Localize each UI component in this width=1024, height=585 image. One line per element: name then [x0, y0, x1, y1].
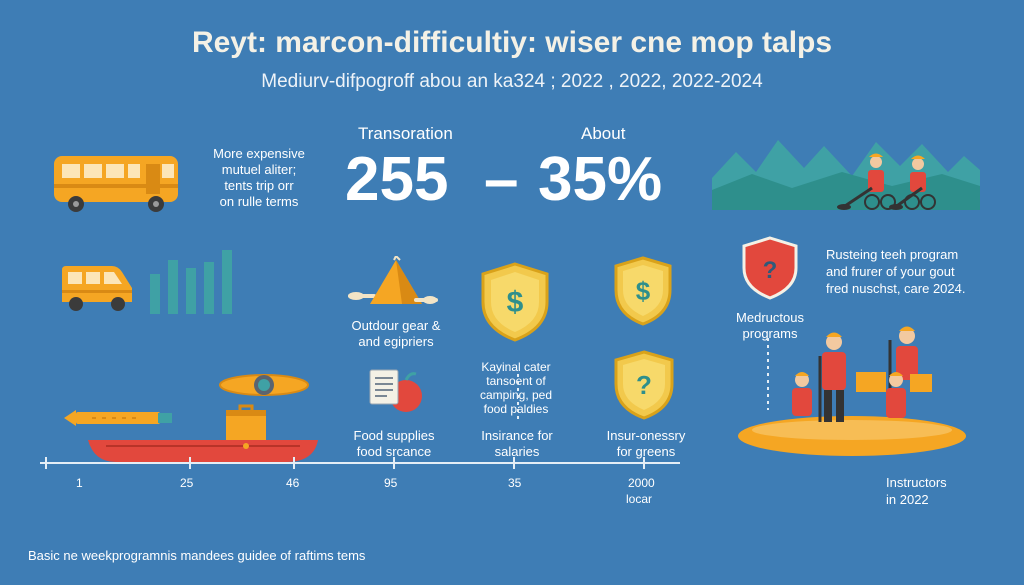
gear-note: Outdour gear & and egipriers — [351, 318, 441, 349]
timeline-axis — [40, 457, 680, 469]
instructors-note: Instructors in 2022 — [886, 475, 947, 507]
red-shield-icon: ? — [742, 236, 798, 300]
timeline-tick-label: 95 — [384, 476, 398, 490]
raft-boat-icon — [88, 440, 318, 462]
raft-instructors-illustration — [738, 326, 966, 456]
kayak-icon — [219, 374, 309, 396]
shield-symbol: $ — [636, 276, 651, 306]
kayinal-note: Kayinal cater tansoent of camping, ped foo… — [479, 360, 553, 416]
medructous-note: Medructous programs — [736, 310, 804, 341]
stat-left-value: 255 — [345, 145, 449, 214]
supply-box-icon — [226, 404, 266, 442]
bus-icon — [54, 156, 178, 212]
dotted-connector — [517, 374, 519, 422]
footer-note: Basic ne weekprogramnis mandees guidee o… — [28, 548, 366, 563]
shield-dollar-icon: $ — [481, 262, 549, 342]
timeline-tick-label: 2000 — [628, 476, 655, 490]
timeline-tick-label: 25 — [180, 476, 194, 490]
page-subtitle: Mediurv-difpogroff abou an ka324 ; 2022 … — [261, 71, 763, 92]
stat-dash: – — [484, 145, 519, 214]
dotted-connector — [767, 338, 769, 410]
tent-icon — [348, 256, 438, 304]
insur-greens-note: Insur-onessry for greens — [606, 428, 686, 459]
stat-right-value: 35% — [538, 145, 663, 214]
timeline-tick-label: 35 — [508, 476, 522, 490]
paddle-icon — [64, 410, 172, 426]
insurance-note: Insirance for salaries — [481, 428, 553, 459]
van-icon — [62, 266, 132, 311]
timeline-tick-label: locar — [626, 492, 653, 506]
shield-question-icon: ? — [614, 350, 674, 420]
shield-symbol: ? — [763, 257, 778, 284]
stat-right-label: About — [581, 124, 626, 143]
shield-dollar-icon: $ — [614, 256, 672, 326]
mountains-cyclists-illustration — [712, 140, 980, 210]
food-note: Food supplies food srcance — [353, 428, 435, 459]
page-title: Reyt: marcon-difficultiy: wiser cne mop … — [191, 26, 833, 59]
rusteing-note: Rusteing teeh program and frurer of your … — [826, 247, 966, 296]
timeline-tick-label: 1 — [76, 476, 83, 490]
food-supplies-icon — [369, 369, 422, 412]
shield-symbol: ? — [636, 370, 652, 400]
bar-chart-icon — [150, 250, 232, 314]
shield-symbol: $ — [507, 286, 524, 319]
bus-note: More expensive mutuel aliter; tents trip … — [213, 146, 305, 209]
timeline-tick-label: 46 — [286, 476, 300, 490]
stat-left-label: Transoration — [358, 124, 453, 143]
